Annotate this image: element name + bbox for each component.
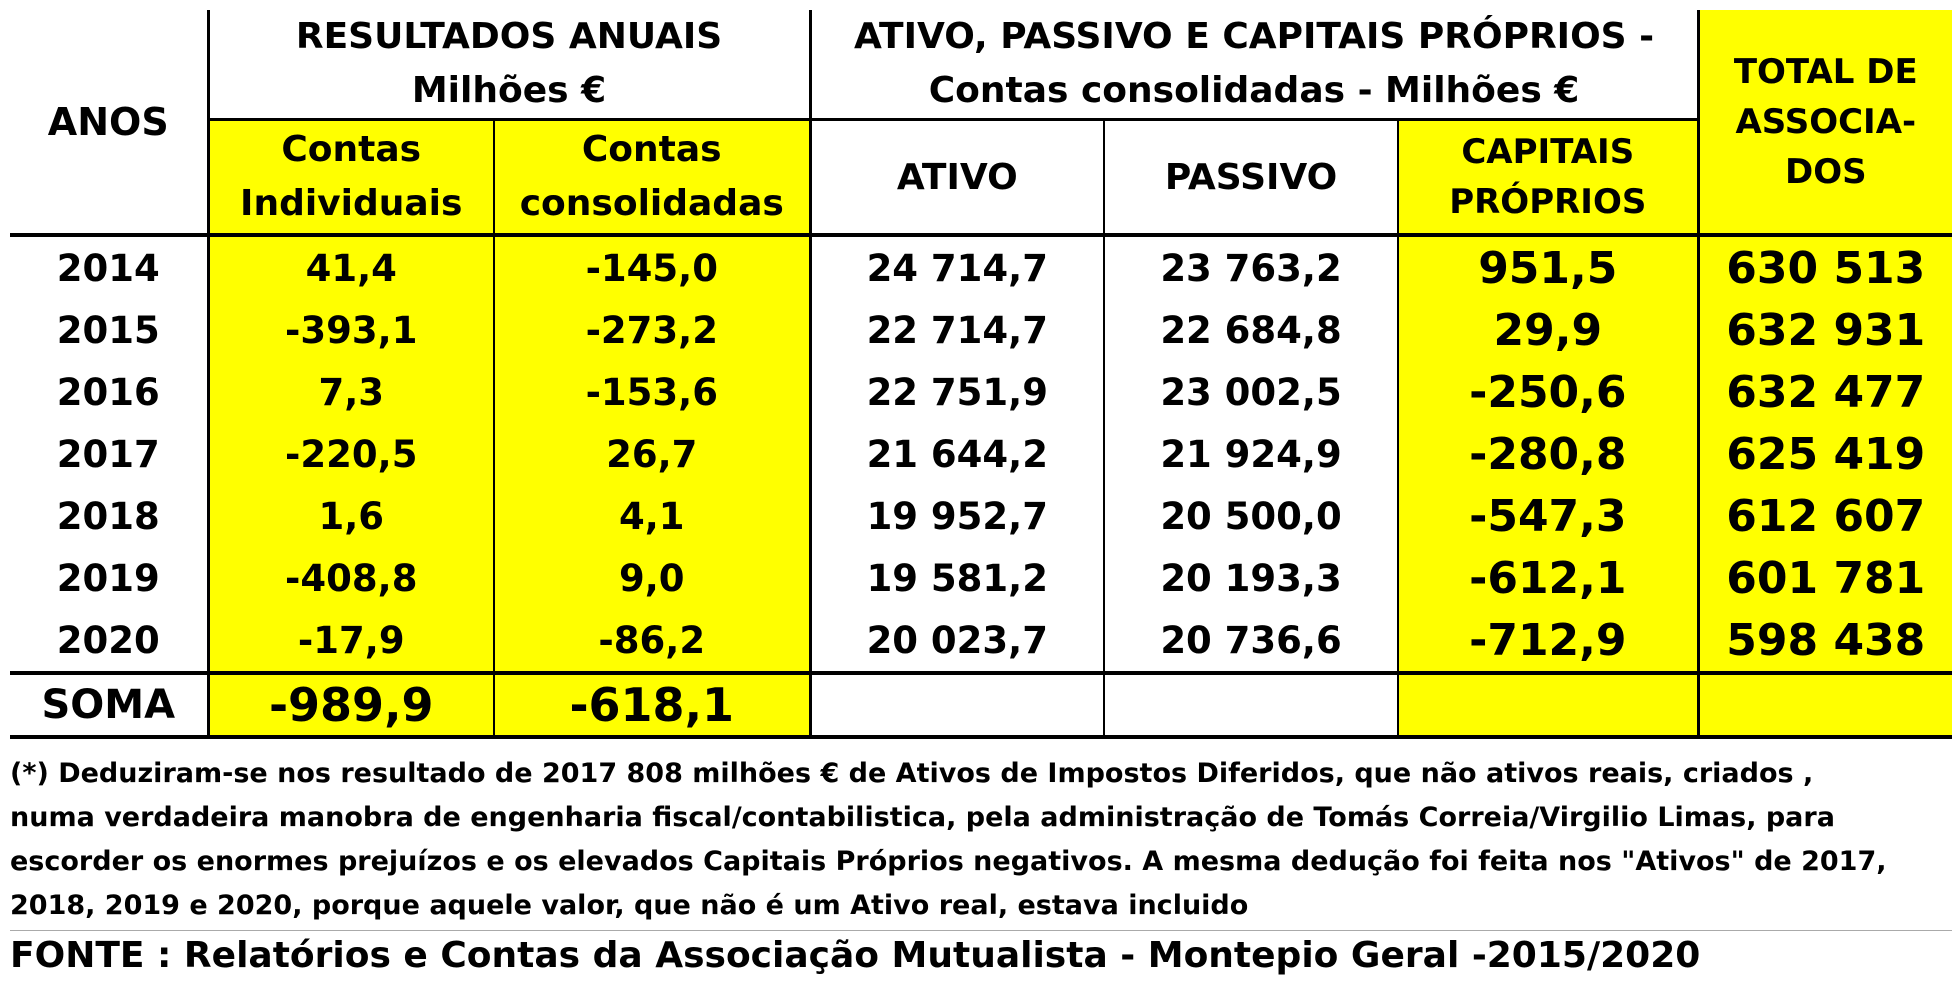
- header-total-associados: TOTAL DE ASSOCIA- DOS: [1696, 10, 1953, 235]
- cell-consolidadas: 4,1: [492, 485, 812, 547]
- header-ativo-group-line2: Contas consolidadas - Milhões €: [928, 70, 1580, 111]
- cell-capitais: -612,1: [1397, 547, 1700, 609]
- cell-individuais: 7,3: [206, 361, 495, 423]
- cell-consolidadas: -153,6: [492, 361, 812, 423]
- cell-ativo: 22 751,9: [808, 361, 1106, 423]
- cell-consolidadas: -145,0: [492, 233, 812, 299]
- cell-individuais: -17,9: [206, 609, 495, 673]
- header-resultados-anuais: RESULTADOS ANUAIS Milhões €: [206, 10, 812, 121]
- cell-individuais: -408,8: [206, 547, 495, 609]
- header-resultados-line2: Milhões €: [411, 70, 607, 111]
- source-citation: FONTE : Relatórios e Contas da Associaçã…: [10, 930, 1952, 979]
- cell-individuais: 1,6: [206, 485, 495, 547]
- header-total-line1: TOTAL DE: [1733, 51, 1918, 92]
- header-row-top: ANOS RESULTADOS ANUAIS Milhões € ATIVO, …: [10, 10, 1953, 235]
- cell-individuais: -393,1: [206, 299, 495, 361]
- cell-associados: 632 931: [1696, 299, 1953, 361]
- header-consolidadas-line1: Contas: [581, 129, 722, 170]
- cell-ano: 2015: [10, 299, 210, 361]
- cell-soma-label: SOMA: [10, 671, 210, 739]
- cell-consolidadas: -86,2: [492, 609, 812, 673]
- table-row: 2017 -220,5 26,7 21 644,2 21 924,9 -280,…: [10, 423, 1953, 485]
- cell-ativo: 21 644,2: [808, 423, 1106, 485]
- cell-soma-consolidadas: -618,1: [492, 671, 812, 739]
- cell-ano: 2018: [10, 485, 210, 547]
- footnote-line: (*) Deduziram-se nos resultado de 2017 8…: [10, 758, 1814, 789]
- financial-table-container: ANOS RESULTADOS ANUAIS Milhões € ATIVO, …: [10, 10, 1953, 739]
- financial-table: ANOS RESULTADOS ANUAIS Milhões € ATIVO, …: [10, 10, 1953, 739]
- table-row: 2014 41,4 -145,0 24 714,7 23 763,2 951,5…: [10, 233, 1953, 299]
- header-ativo: ATIVO: [808, 119, 1106, 235]
- cell-associados: 625 419: [1696, 423, 1953, 485]
- cell-passivo: 21 924,9: [1103, 423, 1400, 485]
- table-row: 2020 -17,9 -86,2 20 023,7 20 736,6 -712,…: [10, 609, 1953, 673]
- cell-passivo: 22 684,8: [1103, 299, 1400, 361]
- cell-ativo: 19 581,2: [808, 547, 1106, 609]
- cell-passivo: 20 193,3: [1103, 547, 1400, 609]
- header-passivo: PASSIVO: [1103, 119, 1400, 235]
- header-individuais-line2: Individuais: [240, 183, 463, 224]
- header-consolidadas-line2: consolidadas: [519, 183, 784, 224]
- cell-ano: 2020: [10, 609, 210, 673]
- cell-soma-ativo-empty: [808, 671, 1106, 739]
- cell-associados: 598 438: [1696, 609, 1953, 673]
- cell-associados: 601 781: [1696, 547, 1953, 609]
- cell-ativo: 24 714,7: [808, 233, 1106, 299]
- cell-soma-passivo-empty: [1103, 671, 1400, 739]
- header-contas-consolidadas: Contas consolidadas: [492, 119, 812, 235]
- cell-associados: 612 607: [1696, 485, 1953, 547]
- cell-consolidadas: -273,2: [492, 299, 812, 361]
- cell-passivo: 23 763,2: [1103, 233, 1400, 299]
- cell-passivo: 20 500,0: [1103, 485, 1400, 547]
- cell-ano: 2017: [10, 423, 210, 485]
- header-total-line2: ASSOCIA-: [1735, 101, 1917, 142]
- table-row: 2019 -408,8 9,0 19 581,2 20 193,3 -612,1…: [10, 547, 1953, 609]
- table-row: 2018 1,6 4,1 19 952,7 20 500,0 -547,3 61…: [10, 485, 1953, 547]
- header-individuais-line1: Contas: [281, 129, 422, 170]
- cell-soma-capitais-empty: [1397, 671, 1700, 739]
- footnote-line: numa verdadeira manobra de engenharia fi…: [10, 802, 1835, 833]
- cell-capitais: -280,8: [1397, 423, 1700, 485]
- cell-soma-associados-empty: [1696, 671, 1953, 739]
- footnote: (*) Deduziram-se nos resultado de 2017 8…: [10, 752, 1952, 928]
- header-row-sub: Contas Individuais Contas consolidadas A…: [10, 119, 1952, 235]
- header-contas-individuais: Contas Individuais: [206, 119, 495, 235]
- cell-soma-individuais: -989,9: [206, 671, 495, 739]
- cell-associados: 632 477: [1696, 361, 1953, 423]
- header-anos: ANOS: [10, 10, 210, 235]
- header-capitais-line2: PRÓPRIOS: [1449, 182, 1647, 222]
- header-ativo-passivo-group: ATIVO, PASSIVO E CAPITAIS PRÓPRIOS - Con…: [808, 10, 1700, 121]
- cell-ano: 2014: [10, 233, 210, 299]
- footnote-line: escorder os enormes prejuízos e os eleva…: [10, 846, 1887, 877]
- cell-ativo: 19 952,7: [808, 485, 1106, 547]
- cell-individuais: 41,4: [206, 233, 495, 299]
- header-capitais-proprios: CAPITAIS PRÓPRIOS: [1397, 119, 1700, 235]
- cell-associados: 630 513: [1696, 233, 1953, 299]
- cell-ativo: 20 023,7: [808, 609, 1106, 673]
- cell-capitais: -250,6: [1397, 361, 1700, 423]
- header-capitais-line1: CAPITAIS: [1461, 132, 1635, 172]
- cell-consolidadas: 9,0: [492, 547, 812, 609]
- table-row: 2015 -393,1 -273,2 22 714,7 22 684,8 29,…: [10, 299, 1953, 361]
- cell-capitais: -712,9: [1397, 609, 1700, 673]
- cell-passivo: 23 002,5: [1103, 361, 1400, 423]
- soma-row: SOMA -989,9 -618,1: [10, 671, 1953, 739]
- header-resultados-line1: RESULTADOS ANUAIS: [295, 16, 723, 57]
- cell-ano: 2019: [10, 547, 210, 609]
- footnote-line: 2018, 2019 e 2020, porque aquele valor, …: [10, 890, 1249, 921]
- header-total-line3: DOS: [1784, 151, 1867, 192]
- cell-ativo: 22 714,7: [808, 299, 1106, 361]
- header-ativo-group-line1: ATIVO, PASSIVO E CAPITAIS PRÓPRIOS -: [853, 16, 1655, 57]
- cell-consolidadas: 26,7: [492, 423, 812, 485]
- table-row: 2016 7,3 -153,6 22 751,9 23 002,5 -250,6…: [10, 361, 1953, 423]
- cell-passivo: 20 736,6: [1103, 609, 1400, 673]
- cell-capitais: 29,9: [1397, 299, 1700, 361]
- cell-individuais: -220,5: [206, 423, 495, 485]
- cell-capitais: -547,3: [1397, 485, 1700, 547]
- cell-ano: 2016: [10, 361, 210, 423]
- cell-capitais: 951,5: [1397, 233, 1700, 299]
